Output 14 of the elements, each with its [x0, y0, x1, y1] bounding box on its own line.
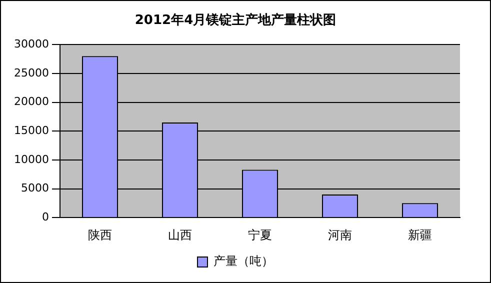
y-tick-label: 25000 [14, 66, 49, 80]
x-tick-label: 陕西 [88, 228, 112, 242]
x-tick-label: 山西 [168, 228, 192, 242]
y-tick-label: 5000 [20, 182, 49, 195]
x-tick-label: 新疆 [408, 228, 432, 242]
y-tick-label: 0 [42, 210, 49, 224]
y-tick-label: 20000 [14, 95, 49, 108]
y-tick-label: 30000 [14, 37, 49, 50]
legend-label: 产量（吨） [214, 254, 274, 268]
y-tick-label: 15000 [14, 124, 49, 137]
y-tick-label: 10000 [14, 152, 49, 166]
x-tick-label: 河南 [328, 228, 352, 242]
x-tick-label: 宁夏 [248, 228, 272, 242]
chart-title: 2012年4月镁锭主产地产量柱状图 [134, 12, 336, 28]
